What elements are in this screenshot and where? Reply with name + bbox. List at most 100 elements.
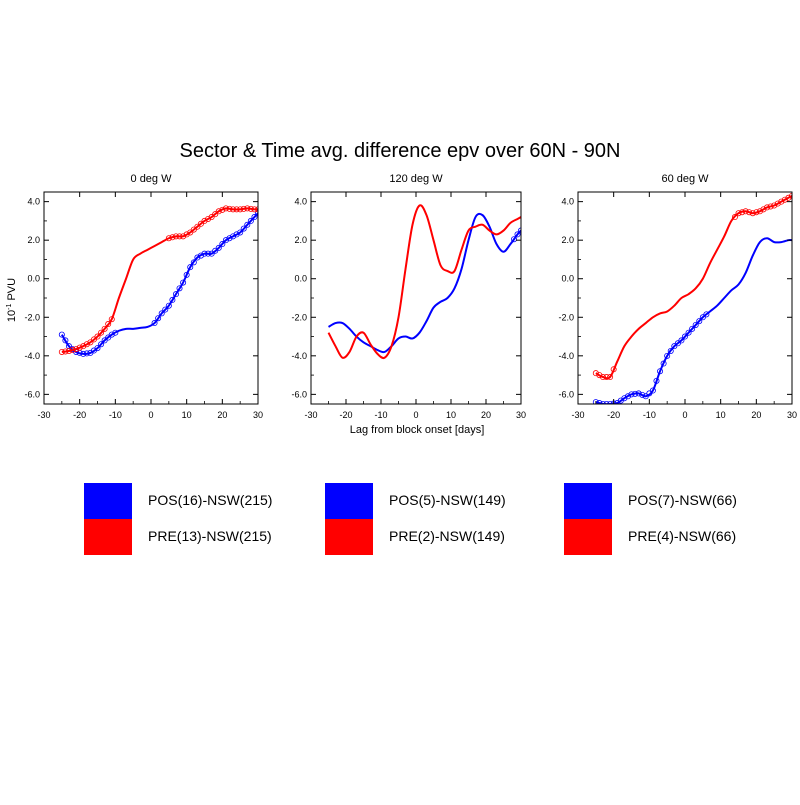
legend-label-pre-2: PRE(2)-NSW(149) [389,528,505,544]
data-point-marker [222,205,229,212]
y-tick-label: 2.0 [561,235,574,245]
data-point-marker [703,311,710,318]
data-point-marker [642,393,649,400]
series-line [61,207,258,353]
data-point-marker [244,205,251,212]
legend-swatch-pos-1 [84,483,132,519]
x-tick-label: 30 [253,410,263,420]
data-point-marker [83,350,90,357]
data-point-marker [105,321,112,328]
y-tick-label: 0.0 [27,274,40,284]
y-tick-label: 2.0 [294,235,307,245]
data-point-marker [226,205,233,212]
data-point-marker [62,337,69,344]
data-point-marker [610,366,617,373]
data-point-marker [233,206,240,213]
data-point-marker [632,390,639,397]
data-point-marker [98,329,105,336]
data-point-marker [244,221,251,228]
data-point-marker [87,339,94,346]
data-point-marker [62,348,69,355]
data-point-marker [190,259,197,266]
data-point-marker [183,231,190,238]
data-point-marker [240,205,247,212]
y-tick-label: 0.0 [294,274,307,284]
data-point-marker [596,372,603,379]
data-point-marker [240,225,247,232]
data-point-marker [639,391,646,398]
data-point-marker [187,229,194,236]
data-point-marker [80,343,87,350]
data-point-marker [678,337,685,344]
data-point-marker [183,271,190,278]
x-tick-label: 10 [716,410,726,420]
data-point-marker [685,329,692,336]
y-tick-label: -6.0 [558,389,574,399]
data-point-marker [689,325,696,332]
data-point-marker [176,233,183,240]
data-point-marker [646,390,653,397]
series-pre [592,192,792,381]
data-point-marker [205,215,212,222]
data-point-marker [251,206,258,213]
data-point-marker [251,214,258,221]
legend-label-pre-3: PRE(4)-NSW(66) [628,528,737,544]
data-point-marker [219,206,226,213]
y-axis-label: 10-1 PVU [6,278,18,322]
data-point-marker [219,241,226,248]
x-tick-label: 30 [516,410,526,420]
data-point-marker [660,360,667,367]
data-point-marker [201,250,208,257]
y-tick-label: -4.0 [558,351,574,361]
series-line [595,237,792,404]
data-point-marker [69,347,76,354]
data-point-marker [222,237,229,244]
series-line [595,194,792,380]
data-point-marker [739,209,746,216]
data-point-marker [212,247,219,254]
data-point-marker [98,341,105,348]
data-point-marker [108,331,115,338]
series-pre [58,205,258,355]
data-point-marker [112,329,119,336]
data-point-marker [190,226,197,233]
data-point-marker [180,233,187,240]
y-tick-label: 2.0 [27,235,40,245]
x-tick-label: 10 [446,410,456,420]
data-point-marker [778,198,785,205]
data-point-marker [756,208,763,215]
y-axis-label-unit: PVU [6,278,18,304]
y-tick-label: -4.0 [24,351,40,361]
data-point-marker [237,206,244,213]
data-point-marker [607,374,614,381]
data-point-marker [514,231,521,238]
x-tick-label: 0 [148,410,153,420]
data-point-marker [83,341,90,348]
data-point-marker [197,252,204,259]
y-tick-label: -6.0 [24,389,40,399]
data-point-marker [671,343,678,350]
data-point-marker [653,377,660,384]
data-point-marker [664,352,671,359]
data-point-marker [518,227,521,234]
data-point-marker [58,331,65,338]
data-point-marker [94,333,101,340]
panel-title: 120 deg W [389,173,443,185]
data-point-marker [592,370,599,377]
data-point-marker [194,254,201,261]
data-point-marker [735,210,742,217]
y-tick-label: -2.0 [24,312,40,322]
x-tick-label: -10 [374,410,387,420]
data-point-marker [176,285,183,292]
panels: 0 deg W -30 -20 -10 0 10 20 30 -6.0 -4.0 -2.0 0.0 2.… [24,173,797,420]
data-point-marker [65,347,72,354]
x-tick-label: -20 [339,410,352,420]
series-pre [327,204,521,360]
data-point-marker [187,264,194,271]
data-point-marker [169,296,176,303]
x-tick-label: 20 [751,410,761,420]
legend-swatch-pre-1 [84,519,132,555]
data-point-marker [237,229,244,236]
data-point-marker [169,234,176,241]
